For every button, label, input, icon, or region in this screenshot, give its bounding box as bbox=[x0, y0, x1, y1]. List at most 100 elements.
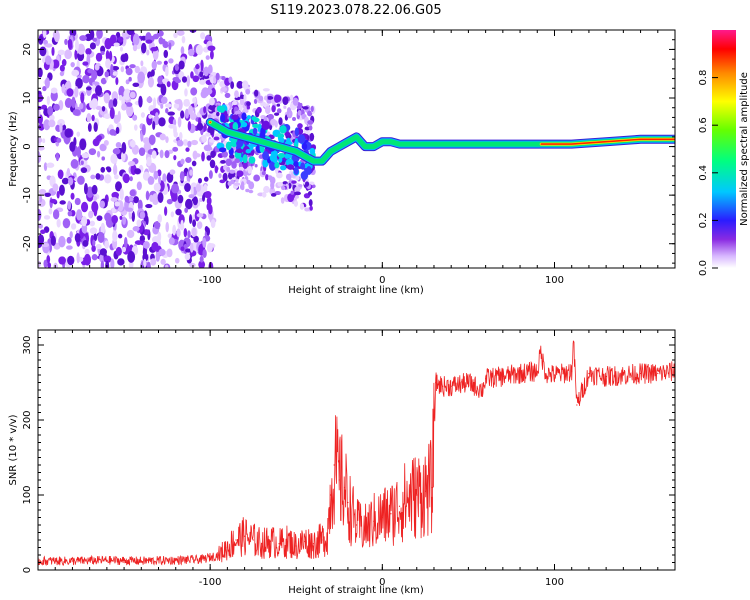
noise-blob bbox=[95, 244, 102, 250]
noise-blob bbox=[226, 166, 231, 173]
noise-blob bbox=[95, 85, 103, 97]
noise-blob bbox=[48, 208, 53, 215]
noise-blob bbox=[57, 49, 66, 56]
noise-blob bbox=[173, 131, 178, 138]
noise-blob bbox=[132, 82, 140, 87]
noise-blob bbox=[176, 139, 184, 147]
snr-point bbox=[467, 381, 470, 384]
noise-blob bbox=[111, 214, 119, 224]
noise-blob bbox=[92, 84, 96, 92]
noise-blob bbox=[174, 63, 180, 71]
noise-blob bbox=[99, 143, 107, 152]
noise-blob bbox=[196, 221, 203, 229]
snr-point bbox=[562, 372, 564, 375]
noise-blob bbox=[276, 103, 281, 107]
snr-point bbox=[355, 524, 358, 526]
noise-blob bbox=[263, 95, 268, 101]
noise-blob bbox=[74, 49, 78, 60]
signal-blob bbox=[284, 132, 291, 137]
snr-point bbox=[398, 505, 401, 507]
signal-blob bbox=[294, 127, 299, 137]
noise-blob bbox=[115, 246, 122, 256]
signal-blob bbox=[252, 127, 258, 136]
noise-blob bbox=[177, 194, 184, 204]
noise-blob bbox=[188, 48, 195, 57]
noise-blob bbox=[176, 30, 185, 36]
snr-point bbox=[588, 372, 590, 375]
noise-blob bbox=[297, 123, 303, 129]
spectrogram-ylabel: Frequency (Hz) bbox=[8, 111, 19, 187]
noise-blob bbox=[240, 181, 245, 189]
signal-blob bbox=[262, 158, 269, 168]
noise-blob bbox=[104, 38, 112, 50]
noise-blob bbox=[145, 215, 149, 226]
noise-blob bbox=[166, 172, 174, 184]
noise-blob bbox=[38, 114, 43, 125]
noise-blob bbox=[164, 150, 170, 159]
noise-blob bbox=[146, 49, 150, 56]
colorbar-gradient bbox=[712, 30, 736, 268]
noise-blob bbox=[79, 35, 88, 41]
noise-blob bbox=[213, 75, 217, 84]
x-tick-label: -100 bbox=[199, 275, 222, 286]
noise-blob bbox=[80, 160, 84, 165]
noise-blob bbox=[160, 258, 166, 265]
noise-blob bbox=[51, 59, 60, 69]
signal-blob bbox=[278, 137, 285, 144]
noise-blob bbox=[145, 190, 150, 201]
noise-blob bbox=[92, 98, 98, 108]
noise-blob bbox=[106, 167, 112, 173]
noise-blob bbox=[79, 138, 87, 151]
snr-point bbox=[545, 372, 547, 375]
noise-blob bbox=[75, 77, 83, 89]
noise-blob bbox=[81, 223, 88, 234]
noise-blob bbox=[114, 174, 119, 180]
noise-blob bbox=[158, 176, 162, 184]
noise-blob bbox=[185, 248, 192, 253]
snr-point bbox=[435, 381, 437, 384]
noise-blob bbox=[43, 215, 51, 220]
noise-blob bbox=[239, 98, 245, 106]
noise-blob bbox=[307, 110, 313, 117]
noise-blob bbox=[126, 229, 135, 239]
noise-blob bbox=[137, 199, 143, 211]
noise-blob bbox=[156, 60, 162, 65]
signal-blob bbox=[246, 115, 251, 120]
snr-line bbox=[38, 340, 675, 566]
noise-blob bbox=[85, 86, 92, 91]
noise-blob bbox=[292, 117, 296, 122]
noise-blob bbox=[96, 135, 103, 142]
snr-point bbox=[657, 372, 659, 375]
noise-blob bbox=[85, 48, 92, 55]
noise-blob bbox=[138, 147, 146, 156]
snr-point bbox=[235, 539, 237, 541]
noise-blob bbox=[90, 174, 96, 180]
noise-blob bbox=[87, 123, 92, 132]
noise-blob bbox=[187, 140, 192, 148]
noise-blob bbox=[228, 169, 236, 174]
signal-blob bbox=[270, 150, 278, 158]
noise-blob bbox=[219, 179, 226, 184]
noise-blob bbox=[125, 102, 133, 107]
noise-blob bbox=[256, 106, 262, 114]
noise-blob bbox=[129, 91, 136, 99]
noise-blob bbox=[203, 106, 207, 114]
noise-blob bbox=[208, 170, 213, 179]
signal-blob bbox=[277, 133, 285, 139]
noise-blob bbox=[58, 235, 66, 248]
noise-blob bbox=[188, 105, 193, 116]
snr-point bbox=[347, 501, 349, 504]
noise-blob bbox=[231, 100, 238, 106]
noise-blob bbox=[270, 180, 275, 190]
noise-blob bbox=[42, 138, 46, 144]
noise-blob bbox=[180, 158, 185, 165]
noise-blob bbox=[71, 69, 80, 77]
noise-blob bbox=[292, 97, 299, 106]
noise-blob bbox=[146, 156, 152, 167]
noise-blob bbox=[199, 255, 204, 263]
noise-blob bbox=[82, 74, 90, 84]
noise-blob bbox=[145, 39, 153, 44]
snr-point bbox=[71, 560, 74, 562]
noise-blob bbox=[169, 169, 176, 175]
noise-blob bbox=[173, 32, 178, 39]
